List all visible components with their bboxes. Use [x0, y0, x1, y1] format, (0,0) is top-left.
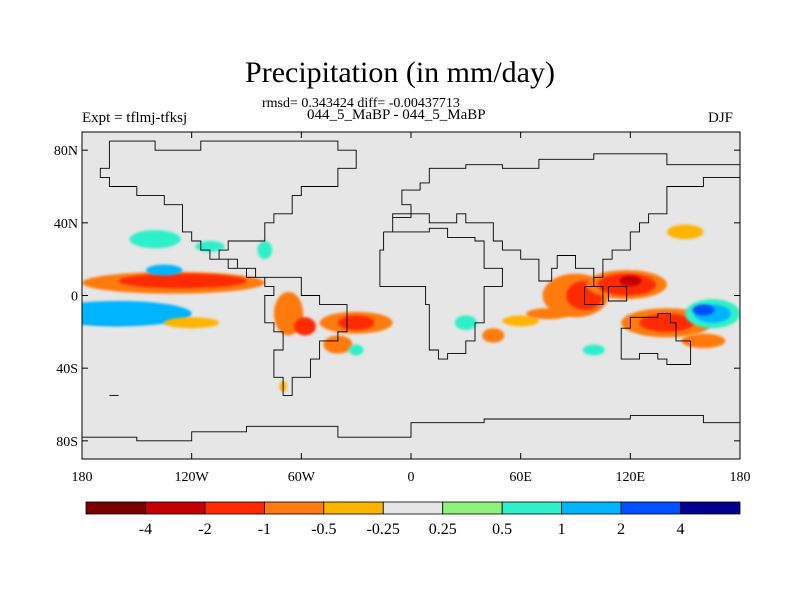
anomaly-region [164, 317, 220, 329]
anomaly-region [145, 264, 183, 276]
colorbar-label: 2 [617, 521, 625, 538]
coastline [82, 414, 740, 442]
case-label: 044_5_MaBP - 044_5_MaBP [307, 107, 486, 123]
coastline [99, 140, 357, 396]
y-tick-label: 80N [54, 144, 78, 159]
coastline [620, 313, 692, 365]
anomaly-region [323, 335, 353, 354]
y-tick-label: 40S [56, 362, 78, 377]
colorbar-label: -4 [139, 521, 152, 538]
y-tick-label: 40N [54, 217, 78, 232]
colorbar-swatch [561, 501, 622, 515]
anomaly-region [582, 344, 605, 356]
colorbar-swatch [145, 501, 206, 515]
colorbar-swatch [620, 501, 681, 515]
colorbar-label: 0.25 [429, 521, 457, 538]
coastline [379, 227, 503, 360]
anomaly-region [257, 241, 273, 260]
anomaly-region [482, 328, 505, 343]
anomaly-region [619, 275, 642, 287]
anomaly-region [454, 315, 477, 331]
colorbar-label: 4 [677, 521, 685, 538]
anomaly-region [666, 224, 704, 240]
chart-title: Precipitation (in mm/day) [245, 56, 555, 89]
x-tick-label: 180 [72, 470, 93, 485]
colorbar-swatch [680, 501, 741, 515]
colorbar-swatch [323, 501, 384, 515]
x-tick-label: 120W [175, 470, 210, 485]
anomaly-region [82, 300, 192, 327]
anomaly-region [502, 315, 539, 327]
y-tick-label: 0 [71, 290, 78, 305]
x-tick-label: 60E [509, 470, 532, 485]
x-tick-label: 180 [730, 470, 751, 485]
x-tick-label: 60W [288, 470, 316, 485]
y-tick-label: 80S [56, 435, 78, 450]
anomaly-region [118, 273, 247, 289]
anomaly-region [348, 344, 364, 356]
colorbar-swatch [442, 501, 503, 515]
colorbar-label: 1 [558, 521, 566, 538]
anomaly-region [129, 230, 181, 249]
stats-subtitle: rmsd= 0.343424 diff= -0.00437713 [262, 96, 460, 111]
expt-label: Expt = tflmj-tfksj [82, 110, 188, 126]
coastline [584, 285, 604, 306]
anomaly-region [294, 317, 316, 336]
colorbar-label: -0.25 [367, 521, 400, 538]
colorbar-label: -2 [198, 521, 211, 538]
anomaly-region [639, 313, 695, 332]
coastline [392, 153, 740, 287]
colorbar-label: -0.5 [311, 521, 336, 538]
colorbar-swatch [85, 501, 146, 515]
coastline [607, 285, 628, 302]
x-tick-label: 0 [408, 470, 415, 485]
colorbar-label: 0.5 [492, 521, 512, 538]
anomaly-region [195, 241, 225, 252]
colorbar-swatch [501, 501, 563, 515]
anomaly-region [692, 304, 715, 316]
x-tick-label: 120E [616, 470, 646, 485]
season-label: DJF [708, 110, 734, 126]
colorbar-swatch [204, 501, 265, 515]
colorbar-swatch [263, 501, 325, 515]
colorbar-label: -1 [258, 521, 271, 538]
anomaly-region [681, 333, 726, 349]
anomaly-region [337, 315, 375, 331]
colorbar-swatch [382, 501, 444, 515]
